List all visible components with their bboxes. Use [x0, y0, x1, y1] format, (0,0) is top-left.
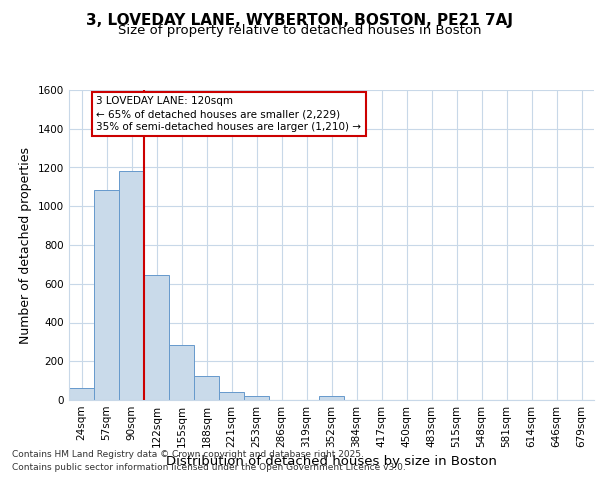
Bar [119, 172, 144, 400]
Text: 3 LOVEDAY LANE: 120sqm
← 65% of detached houses are smaller (2,229)
35% of semi-: 3 LOVEDAY LANE: 120sqm ← 65% of detached… [97, 96, 361, 132]
Bar [69, 388, 94, 400]
Text: Size of property relative to detached houses in Boston: Size of property relative to detached ho… [118, 24, 482, 37]
Bar [144, 275, 169, 400]
Bar [319, 396, 344, 400]
Bar [194, 376, 219, 400]
Bar [94, 190, 119, 400]
Text: Contains public sector information licensed under the Open Government Licence v3: Contains public sector information licen… [12, 462, 406, 471]
Bar [219, 392, 244, 400]
Y-axis label: Number of detached properties: Number of detached properties [19, 146, 32, 344]
Bar [169, 345, 194, 400]
Bar [244, 396, 269, 400]
Text: Contains HM Land Registry data © Crown copyright and database right 2025.: Contains HM Land Registry data © Crown c… [12, 450, 364, 459]
Text: 3, LOVEDAY LANE, WYBERTON, BOSTON, PE21 7AJ: 3, LOVEDAY LANE, WYBERTON, BOSTON, PE21 … [86, 12, 514, 28]
X-axis label: Distribution of detached houses by size in Boston: Distribution of detached houses by size … [166, 456, 497, 468]
